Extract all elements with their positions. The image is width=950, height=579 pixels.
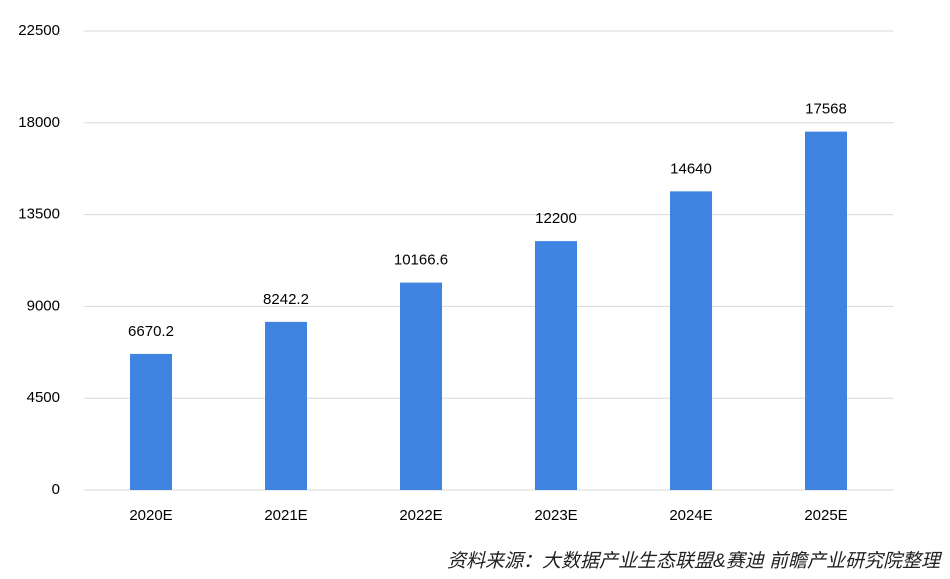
bar <box>130 353 172 490</box>
data-label: 17568 <box>805 101 847 118</box>
data-label: 8242.2 <box>263 291 309 308</box>
bar <box>805 131 847 490</box>
x-tick-label: 2024E <box>669 507 712 524</box>
bar <box>400 282 442 490</box>
x-tick-label: 2025E <box>804 507 847 524</box>
y-tick-label: 22500 <box>18 22 60 39</box>
y-tick-label: 0 <box>52 481 60 498</box>
source-note: 资料来源：大数据产业生态联盟&赛迪 前瞻产业研究院整理 <box>447 550 943 572</box>
x-tick-label: 2021E <box>264 507 307 524</box>
y-tick-label: 13500 <box>18 206 60 223</box>
data-label: 12200 <box>535 210 577 227</box>
x-tick-label: 2023E <box>534 507 577 524</box>
bar <box>265 321 307 490</box>
y-tick-label: 9000 <box>27 297 60 314</box>
data-label: 10166.6 <box>394 252 448 269</box>
bar <box>535 241 577 490</box>
data-label: 6670.2 <box>128 323 174 340</box>
x-tick-label: 2020E <box>129 507 172 524</box>
y-tick-label: 4500 <box>27 389 60 406</box>
data-label: 14640 <box>670 160 712 177</box>
bar <box>670 191 712 490</box>
y-tick-label: 18000 <box>18 114 60 131</box>
x-tick-label: 2022E <box>399 507 442 524</box>
